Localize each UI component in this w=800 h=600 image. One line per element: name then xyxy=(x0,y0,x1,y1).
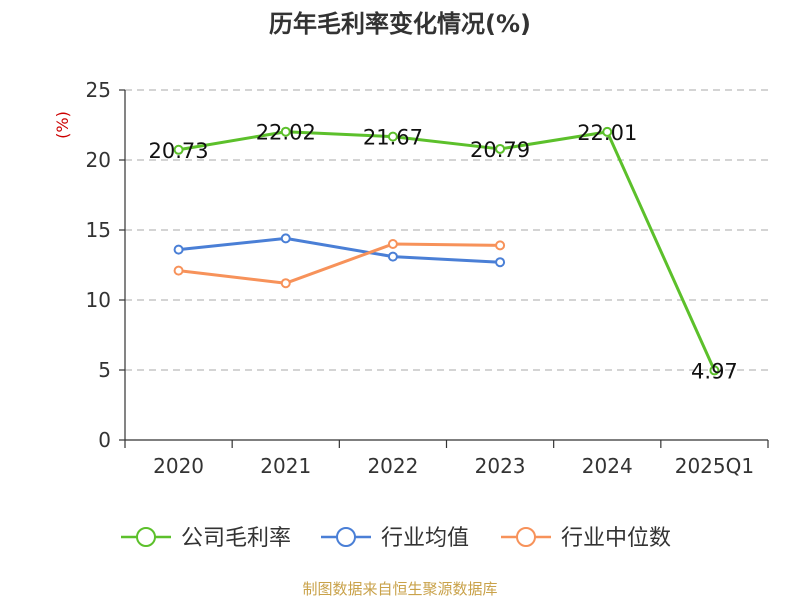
series-line-2 xyxy=(178,242,501,285)
point-2-0 xyxy=(173,265,184,276)
point-2-1 xyxy=(280,278,291,289)
y-tick-label: 0 xyxy=(98,428,111,452)
data-label-2022: 21.67 xyxy=(363,126,423,150)
legend: 公司毛利率 行业均值 行业中位数 xyxy=(121,526,671,551)
legend-marker-1 xyxy=(336,527,356,547)
data-label-2023: 20.79 xyxy=(470,138,530,162)
x-tick-label-2025Q1: 2025Q1 xyxy=(675,454,754,478)
point-1-1 xyxy=(280,233,291,244)
data-labels: 20.73 22.02 21.67 20.79 22.01 4.97 xyxy=(149,121,738,384)
source-note: 制图数据来自恒生聚源数据库 xyxy=(302,580,497,598)
point-0-0 xyxy=(173,144,184,155)
x-tick-label-2023: 2023 xyxy=(475,454,526,478)
y-tick-label: 20 xyxy=(86,148,111,172)
y-unit-label: (%) xyxy=(53,111,72,139)
point-0-1 xyxy=(280,126,291,137)
y-tick-label: 25 xyxy=(86,78,111,102)
x-tick-label-2020: 2020 xyxy=(153,454,204,478)
point-0-2 xyxy=(387,131,398,142)
series-line-1 xyxy=(178,236,501,264)
data-label-2024: 22.01 xyxy=(577,121,637,145)
legend-label-0: 公司毛利率 xyxy=(181,526,291,551)
x-tick-label-2022: 2022 xyxy=(367,454,418,478)
data-label-2020: 20.73 xyxy=(149,139,209,163)
data-label-2021: 22.02 xyxy=(256,121,316,145)
x-tick-label-2021: 2021 xyxy=(260,454,311,478)
legend-marker-0 xyxy=(136,527,156,547)
point-0-5 xyxy=(709,365,720,376)
y-tick-label: 10 xyxy=(86,288,111,312)
data-label-2025Q1: 4.97 xyxy=(691,359,738,383)
series-line-0 xyxy=(178,130,716,372)
y-tick-label: 15 xyxy=(86,218,111,242)
chart-title: 历年毛利率变化情况(%) xyxy=(269,10,531,38)
axes: 0 5 10 15 20 25 2020 2021 2022 2023 2024 2025Q1 xyxy=(86,78,769,478)
point-0-3 xyxy=(495,143,506,154)
legend-label-1: 行业均值 xyxy=(381,526,469,551)
point-1-3 xyxy=(495,257,506,268)
point-2-3 xyxy=(495,240,506,251)
point-1-2 xyxy=(387,251,398,262)
point-1-0 xyxy=(173,244,184,255)
series-group xyxy=(173,126,720,376)
x-tick-label-2024: 2024 xyxy=(582,454,633,478)
point-2-2 xyxy=(387,239,398,249)
legend-label-2: 行业中位数 xyxy=(561,526,671,551)
grid-lines xyxy=(125,89,768,371)
point-0-4 xyxy=(602,126,613,137)
legend-marker-2 xyxy=(516,527,536,547)
y-tick-label: 5 xyxy=(98,358,111,382)
